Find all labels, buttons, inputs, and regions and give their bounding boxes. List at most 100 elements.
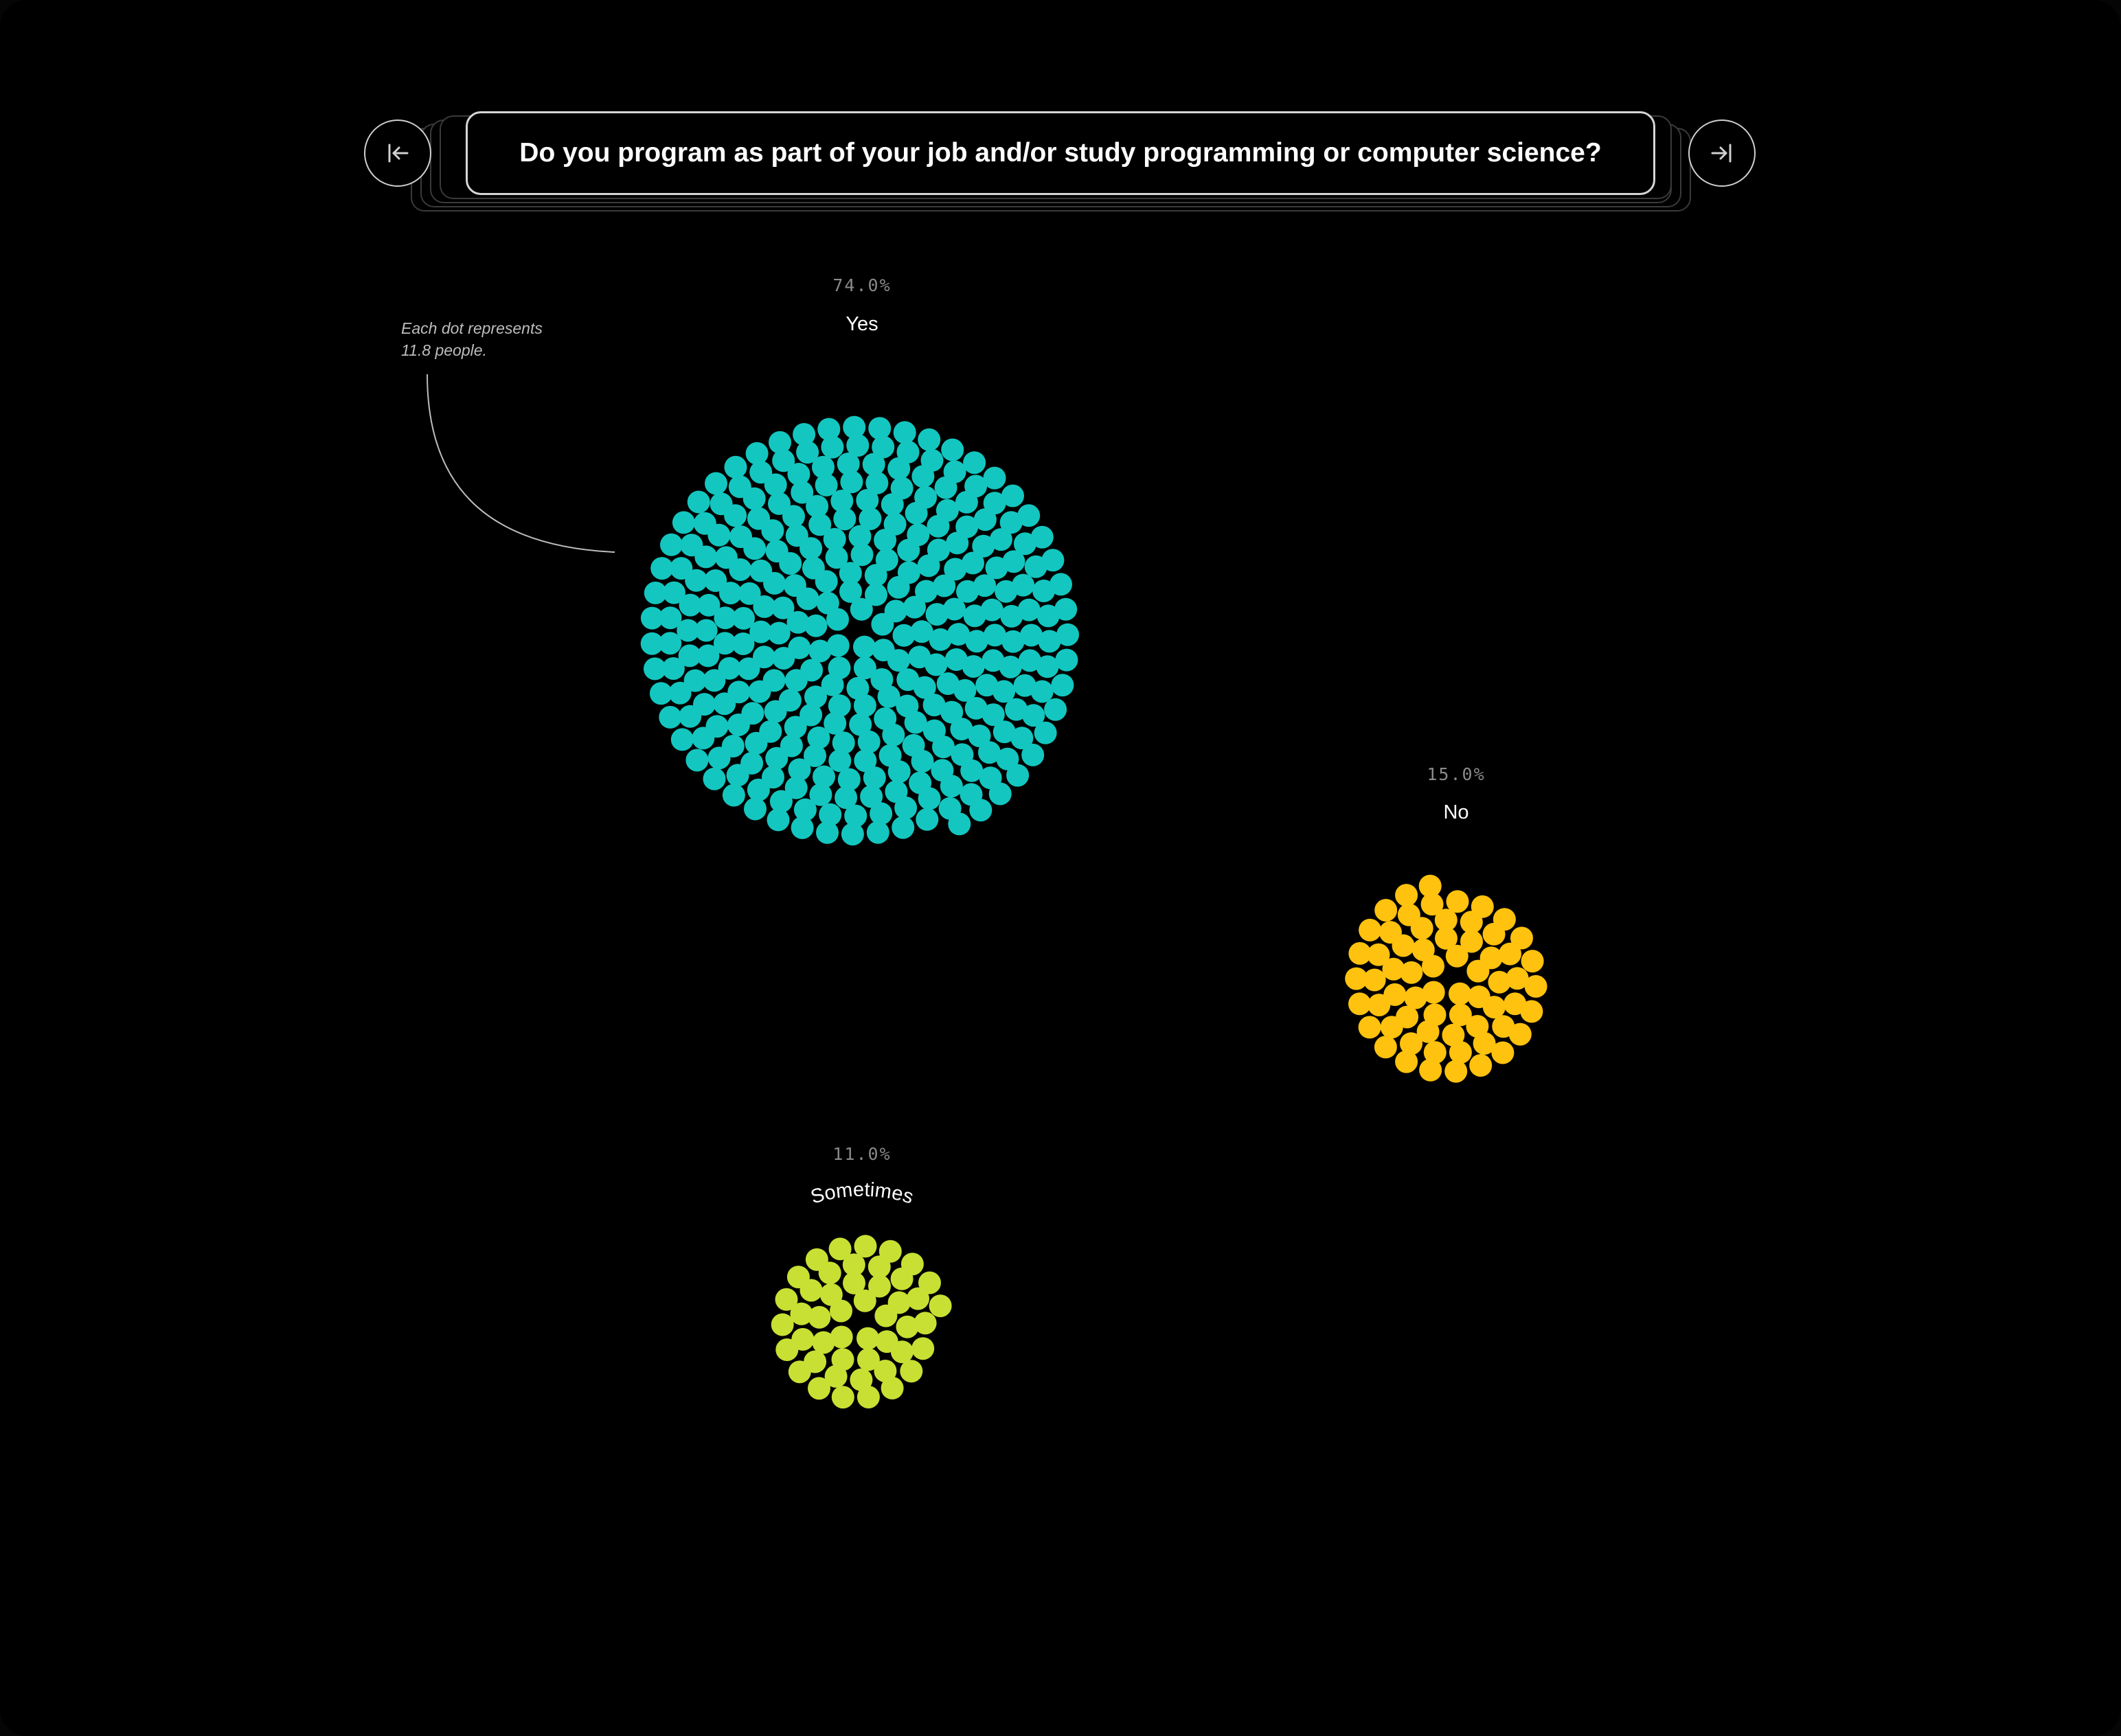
dot-yes bbox=[696, 644, 720, 667]
dot-no bbox=[1444, 1060, 1468, 1083]
dot-yes bbox=[968, 724, 991, 748]
dot-yes bbox=[887, 649, 910, 672]
dot-yes bbox=[813, 765, 835, 788]
dot-yes bbox=[1001, 630, 1025, 653]
dot-yes bbox=[784, 776, 808, 799]
dot-sometimes bbox=[812, 1331, 835, 1354]
dot-yes bbox=[767, 621, 791, 645]
dot-yes bbox=[732, 606, 755, 630]
dot-yes bbox=[993, 720, 1016, 744]
dot-yes bbox=[729, 525, 752, 549]
dot-yes bbox=[650, 557, 674, 580]
dot-sometimes bbox=[788, 1360, 811, 1384]
dot-yes bbox=[722, 784, 745, 807]
dot-yes bbox=[772, 647, 795, 670]
dot-yes bbox=[749, 461, 773, 484]
dot-no bbox=[1491, 1041, 1515, 1064]
dot-no bbox=[1471, 895, 1494, 918]
dot-yes bbox=[1012, 573, 1035, 597]
dot-yes bbox=[825, 546, 848, 569]
dot-yes bbox=[819, 803, 842, 826]
dot-yes bbox=[1041, 549, 1065, 572]
dot-yes bbox=[982, 703, 1005, 727]
dot-sometimes bbox=[857, 1327, 879, 1350]
dot-yes bbox=[1018, 649, 1041, 672]
dot-no bbox=[1493, 908, 1516, 931]
dot-yes bbox=[694, 619, 718, 642]
dot-yes bbox=[943, 597, 966, 621]
dot-no bbox=[1367, 943, 1390, 966]
dot-yes bbox=[809, 783, 832, 806]
sometimes-category-label: Sometimes bbox=[808, 1179, 916, 1209]
dot-no bbox=[1466, 1015, 1489, 1038]
dot-yes bbox=[799, 703, 823, 727]
dot-yes bbox=[999, 511, 1023, 534]
dot-yes bbox=[815, 473, 838, 496]
dot-sometimes bbox=[900, 1360, 923, 1383]
dot-no bbox=[1379, 921, 1402, 944]
dot-yes bbox=[993, 680, 1016, 703]
dot-yes bbox=[927, 538, 950, 562]
dot-yes bbox=[806, 494, 829, 518]
dot-yes bbox=[896, 440, 920, 464]
dot-yes bbox=[963, 451, 986, 475]
dot-yes bbox=[884, 599, 907, 623]
dot-sometimes bbox=[929, 1294, 952, 1318]
dot-yes bbox=[826, 634, 850, 657]
dot-yes bbox=[659, 632, 682, 655]
next-question-button[interactable] bbox=[1688, 119, 1756, 187]
dot-yes bbox=[705, 472, 727, 495]
dot-no bbox=[1400, 1032, 1422, 1055]
dot-no bbox=[1488, 970, 1511, 994]
dot-yes bbox=[727, 713, 750, 736]
dot-no bbox=[1442, 1023, 1465, 1047]
dot-no bbox=[1404, 986, 1427, 1009]
dot-yes bbox=[894, 796, 918, 819]
dot-yes bbox=[816, 591, 839, 615]
dot-yes bbox=[659, 606, 682, 630]
dot-yes bbox=[962, 551, 984, 575]
dot-yes bbox=[1002, 550, 1025, 573]
dot-yes bbox=[935, 499, 959, 522]
dot-yes bbox=[863, 766, 886, 790]
dot-yes bbox=[859, 507, 882, 530]
annotation-line-2: 11.8 people. bbox=[401, 341, 487, 359]
dot-yes bbox=[832, 731, 855, 755]
dot-no bbox=[1524, 974, 1547, 998]
dot-yes bbox=[839, 580, 862, 603]
dot-no bbox=[1508, 1023, 1532, 1046]
dot-yes bbox=[862, 453, 885, 476]
dot-yes bbox=[793, 798, 817, 821]
dot-yes bbox=[969, 799, 993, 822]
dot-yes bbox=[944, 648, 968, 671]
dot-yes bbox=[649, 682, 672, 705]
dot-yes bbox=[892, 816, 915, 839]
dot-yes bbox=[883, 512, 907, 536]
dot-yes bbox=[784, 716, 807, 739]
dot-no bbox=[1395, 884, 1418, 907]
dot-sometimes bbox=[805, 1248, 828, 1271]
dot-no bbox=[1473, 1031, 1496, 1055]
dot-yes bbox=[783, 574, 806, 597]
dot-sometimes bbox=[775, 1288, 798, 1311]
dot-yes bbox=[677, 619, 700, 642]
dot-yes bbox=[726, 764, 749, 787]
dot-yes bbox=[882, 723, 905, 746]
dot-sometimes bbox=[808, 1305, 831, 1329]
previous-question-button[interactable] bbox=[364, 119, 431, 187]
dot-yes bbox=[785, 524, 808, 547]
dot-yes bbox=[749, 620, 773, 643]
dot-yes bbox=[788, 758, 811, 781]
dot-yes bbox=[849, 713, 872, 736]
dot-yes bbox=[865, 583, 887, 606]
dot-no bbox=[1374, 1036, 1397, 1059]
dot-yes bbox=[747, 778, 770, 801]
dot-yes bbox=[719, 582, 742, 605]
dot-yes bbox=[940, 700, 964, 724]
dot-yes bbox=[955, 515, 979, 538]
dot-yes bbox=[1036, 604, 1060, 628]
dot-yes bbox=[703, 669, 726, 692]
dot-yes bbox=[853, 694, 876, 717]
dot-yes bbox=[692, 727, 715, 750]
